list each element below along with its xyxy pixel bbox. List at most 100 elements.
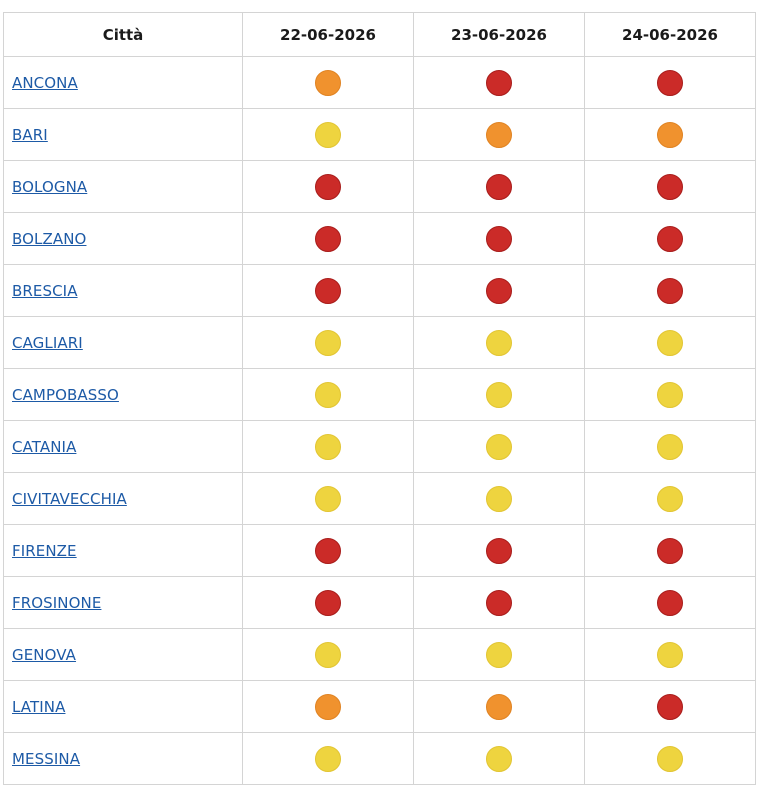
column-header-day-3: 24-06-2026 <box>584 12 756 57</box>
alert-level-yellow-dot-icon <box>657 329 683 356</box>
alert-level-yellow-dot-icon <box>657 641 683 668</box>
alert-level-cell <box>413 160 585 213</box>
alert-level-yellow-dot-icon <box>315 381 341 408</box>
alert-level-yellow-dot-icon <box>486 329 512 356</box>
alert-level-orange-dot-icon <box>315 69 341 96</box>
alert-level-red-dot-icon <box>486 173 512 200</box>
alert-level-cell <box>242 264 414 317</box>
alert-level-cell <box>584 420 756 473</box>
city-link[interactable]: CAGLIARI <box>12 334 83 352</box>
table-row: CAGLIARI <box>3 316 756 369</box>
alert-level-cell <box>413 472 585 525</box>
alert-level-cell <box>584 160 756 213</box>
alert-level-cell <box>242 732 414 785</box>
alert-level-cell <box>242 524 414 577</box>
alert-level-red-dot-icon <box>486 277 512 304</box>
alert-level-yellow-dot-icon <box>486 485 512 512</box>
alert-level-cell <box>413 524 585 577</box>
alert-level-cell <box>413 108 585 161</box>
alert-level-cell <box>584 316 756 369</box>
alert-level-cell <box>242 316 414 369</box>
city-link[interactable]: FIRENZE <box>12 542 77 560</box>
alert-level-yellow-dot-icon <box>315 329 341 356</box>
alert-level-red-dot-icon <box>486 225 512 252</box>
alert-level-cell <box>413 368 585 421</box>
alert-level-cell <box>584 472 756 525</box>
city-cell: LATINA <box>3 680 243 733</box>
table-row: MESSINA <box>3 732 756 785</box>
alert-level-cell <box>584 368 756 421</box>
alert-level-red-dot-icon <box>315 589 341 616</box>
city-cell: FROSINONE <box>3 576 243 629</box>
city-link[interactable]: CAMPOBASSO <box>12 386 119 404</box>
city-link[interactable]: LATINA <box>12 698 66 716</box>
city-link[interactable]: BOLOGNA <box>12 178 88 196</box>
city-link[interactable]: BRESCIA <box>12 282 78 300</box>
city-link[interactable]: CIVITAVECCHIA <box>12 490 127 508</box>
city-cell: BRESCIA <box>3 264 243 317</box>
city-link[interactable]: BOLZANO <box>12 230 87 248</box>
city-link[interactable]: ANCONA <box>12 74 78 92</box>
alert-level-red-dot-icon <box>486 537 512 564</box>
city-link[interactable]: FROSINONE <box>12 594 102 612</box>
alert-level-cell <box>413 576 585 629</box>
table-body: ANCONA BARI BOLOGNA BOLZANO BRESCIA CAGLIARI C… <box>3 56 756 785</box>
alert-level-cell <box>413 680 585 733</box>
city-link[interactable]: GENOVA <box>12 646 77 664</box>
alert-level-red-dot-icon <box>315 225 341 252</box>
alert-level-cell <box>242 212 414 265</box>
table-row: CAMPOBASSO <box>3 368 756 421</box>
alert-level-red-dot-icon <box>657 277 683 304</box>
alert-level-yellow-dot-icon <box>657 485 683 512</box>
table-row: FIRENZE <box>3 524 756 577</box>
alert-level-cell <box>584 732 756 785</box>
heat-alert-table: Città 22-06-2026 23-06-2026 24-06-2026 A… <box>3 12 756 785</box>
alert-level-red-dot-icon <box>657 693 683 720</box>
alert-level-cell <box>584 108 756 161</box>
alert-level-cell <box>584 212 756 265</box>
alert-level-cell <box>242 108 414 161</box>
city-cell: CAGLIARI <box>3 316 243 369</box>
column-header-city: Città <box>3 12 243 57</box>
alert-level-cell <box>242 160 414 213</box>
city-link[interactable]: CATANIA <box>12 438 77 456</box>
city-cell: CATANIA <box>3 420 243 473</box>
alert-level-cell <box>242 368 414 421</box>
table-row: BOLZANO <box>3 212 756 265</box>
city-link[interactable]: BARI <box>12 126 48 144</box>
alert-level-red-dot-icon <box>486 69 512 96</box>
alert-level-cell <box>242 56 414 109</box>
alert-level-cell <box>413 420 585 473</box>
alert-level-yellow-dot-icon <box>315 485 341 512</box>
alert-level-yellow-dot-icon <box>486 433 512 460</box>
alert-level-cell <box>584 576 756 629</box>
alert-level-yellow-dot-icon <box>657 745 683 772</box>
city-cell: MESSINA <box>3 732 243 785</box>
alert-level-red-dot-icon <box>315 173 341 200</box>
city-cell: GENOVA <box>3 628 243 681</box>
alert-level-cell <box>413 316 585 369</box>
city-cell: FIRENZE <box>3 524 243 577</box>
alert-level-orange-dot-icon <box>315 693 341 720</box>
city-cell: BOLZANO <box>3 212 243 265</box>
alert-level-yellow-dot-icon <box>315 745 341 772</box>
header-row: Città 22-06-2026 23-06-2026 24-06-2026 <box>3 12 756 57</box>
table-row: ANCONA <box>3 56 756 109</box>
heat-alert-table-container: Città 22-06-2026 23-06-2026 24-06-2026 A… <box>3 12 756 785</box>
alert-level-orange-dot-icon <box>486 121 512 148</box>
table-row: CATANIA <box>3 420 756 473</box>
city-link[interactable]: MESSINA <box>12 750 81 768</box>
column-header-day-1: 22-06-2026 <box>242 12 414 57</box>
alert-level-orange-dot-icon <box>657 121 683 148</box>
city-cell: BOLOGNA <box>3 160 243 213</box>
table-row: BRESCIA <box>3 264 756 317</box>
table-row: BOLOGNA <box>3 160 756 213</box>
column-header-day-2: 23-06-2026 <box>413 12 585 57</box>
alert-level-yellow-dot-icon <box>657 381 683 408</box>
table-row: LATINA <box>3 680 756 733</box>
alert-level-cell <box>584 264 756 317</box>
alert-level-cell <box>242 628 414 681</box>
city-cell: BARI <box>3 108 243 161</box>
alert-level-yellow-dot-icon <box>486 745 512 772</box>
alert-level-cell <box>413 264 585 317</box>
